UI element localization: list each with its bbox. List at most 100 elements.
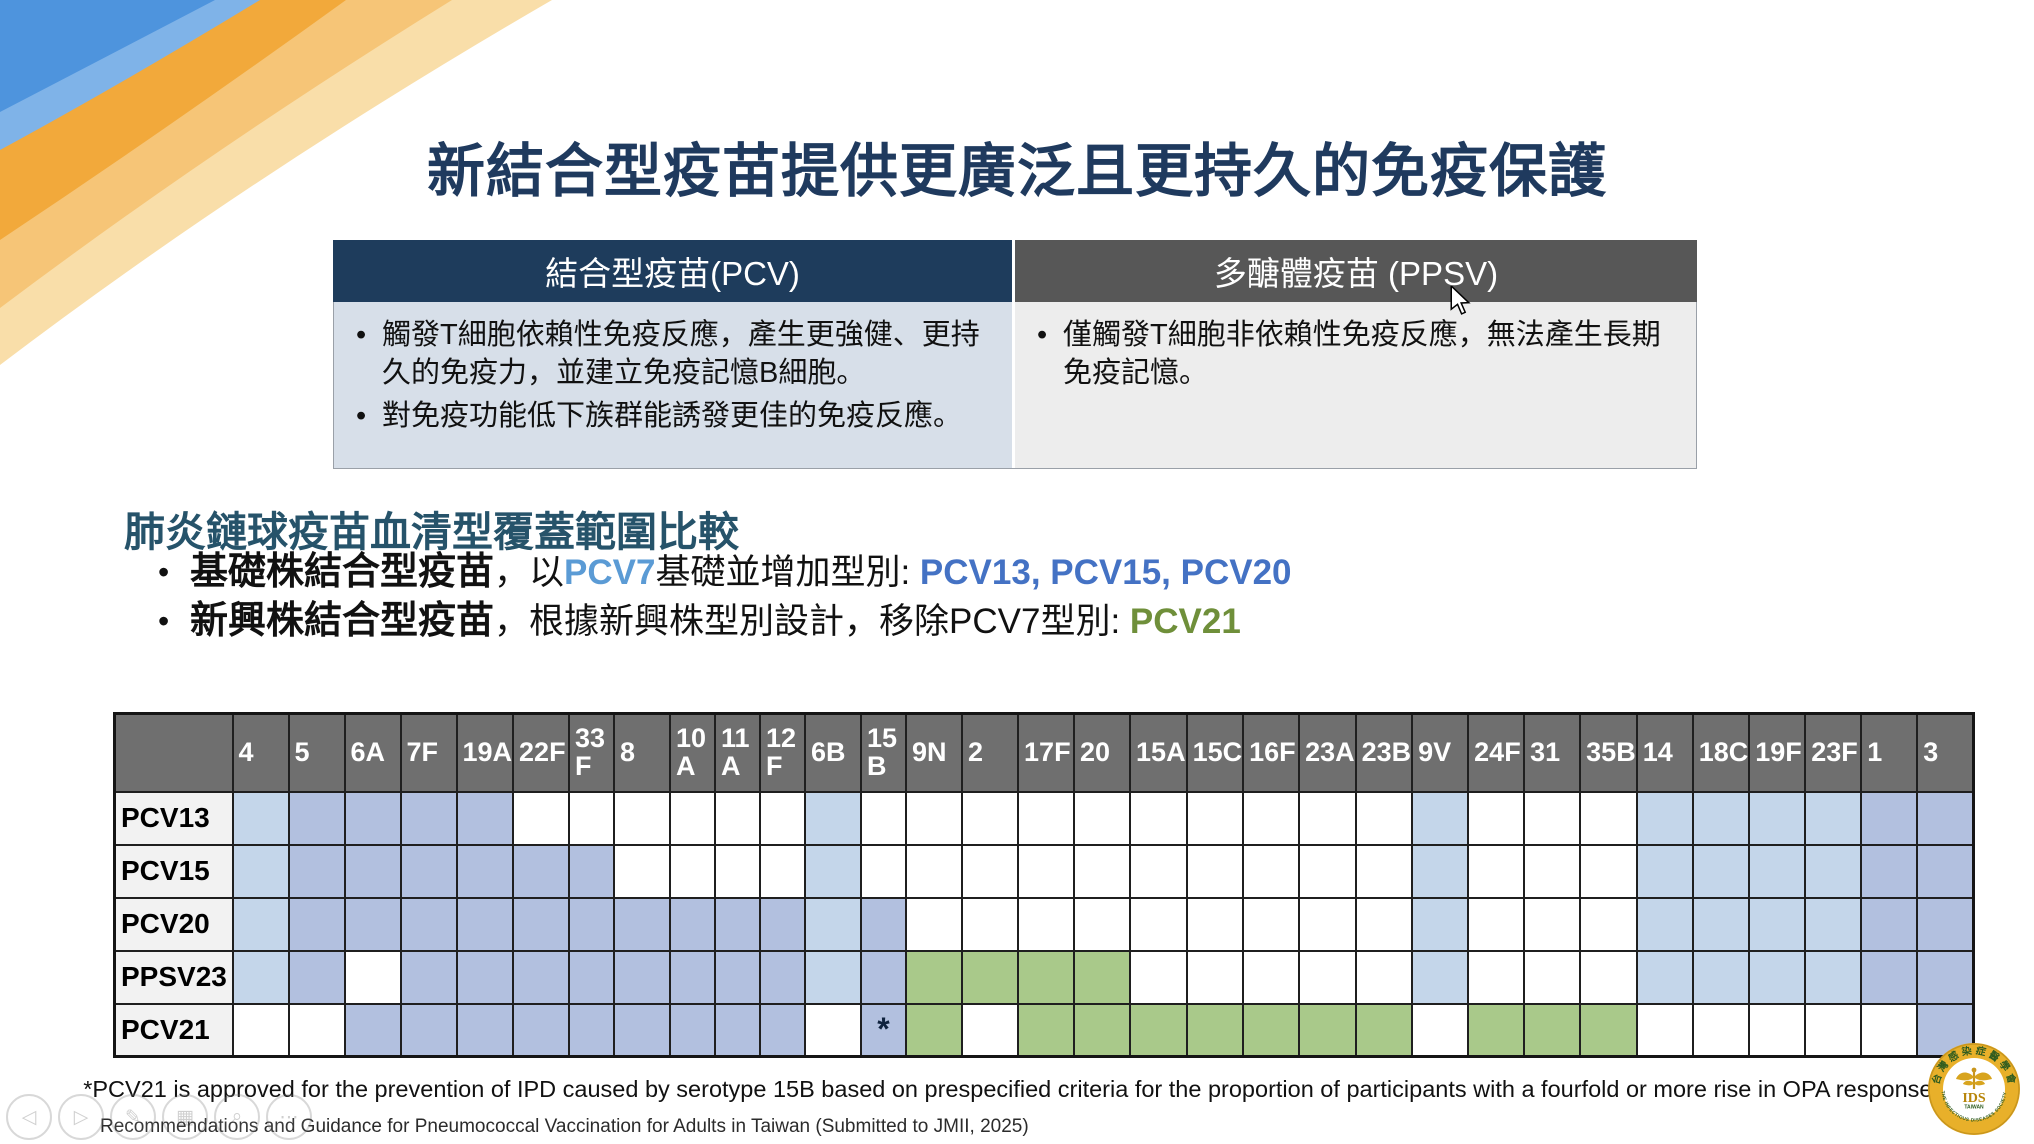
serotype-cell-PCV13-9V [1411,790,1470,846]
serotype-cell-PCV20-1 [1860,896,1919,952]
serotype-cell-PCV15-15B [860,843,908,899]
serotype-cell-PCV20-7F [399,896,458,952]
serotype-cell-PCV20-17F [1017,896,1076,952]
pcv21-highlight: PCV21 [1129,602,1241,641]
serotype-cell-PCV15-17F [1017,843,1076,899]
serotype-column-15A: 15A [1129,712,1188,793]
serotype-column-14: 14 [1635,712,1694,793]
serotype-cell-PCV13-1 [1860,790,1919,846]
serotype-cell-PCV20-10A [669,896,717,952]
ids-taiwan-logo: 台灣感染症醫學會 THE INFECTIOUS DISEASES SOCIETY… [1926,1041,2020,1135]
serotype-cell-PCV15-19F [1748,843,1807,899]
serotype-cell-PCV20-19F [1748,896,1807,952]
serotype-cell-PCV15-9N [905,843,964,899]
serotype-cell-PCV13-8 [613,790,672,846]
serotype-cell-PCV13-31 [1523,790,1582,846]
serotype-cell-PCV13-11A [714,790,762,846]
serotype-cell-PCV20-23B [1354,896,1414,952]
serotype-column-15C: 15C [1185,712,1245,793]
serotype-cell-PCV15-2 [961,843,1020,899]
serotype-cell-PCV13-15B [860,790,908,846]
pen-icon[interactable]: ✎ [110,1094,156,1140]
serotype-cell-PCV13-6A [343,790,402,846]
serotype-column-1: 1 [1860,712,1919,793]
serotype-cell-PPSV23-23A [1298,949,1357,1005]
serotype-cell-PCV15-11A [714,843,762,899]
serotype-cell-PPSV23-11A [714,949,762,1005]
serotype-cell-PCV20-31 [1523,896,1582,952]
serotype-cell-PCV13-10A [669,790,717,846]
serotype-column-12F: 12F [759,712,807,793]
serotype-cell-PCV15-6B [804,843,863,899]
more-options-icon[interactable]: ⋯ [266,1094,312,1140]
serotype-cell-PPSV23-9V [1411,949,1470,1005]
serotype-column-6A: 6A [343,712,402,793]
serotype-cell-PPSV23-7F [399,949,458,1005]
previous-slide-icon[interactable]: ◁ [6,1094,52,1140]
serotype-cell-PCV15-35B [1579,843,1638,899]
pcv7-highlight: PCV7 [564,553,656,592]
serotype-cell-PCV21-20 [1073,1002,1132,1058]
serotype-cell-PCV13-22F [512,790,571,846]
serotype-column-22F: 22F [512,712,571,793]
serotype-cell-PPSV23-15B [860,949,908,1005]
serotype-cell-PCV15-4 [231,843,290,899]
serotype-cell-PCV13-7F [399,790,458,846]
serotype-cell-PCV15-22F [512,843,571,899]
ppsv-description-cell: 僅觸發T細胞非依賴性免疫反應，無法產生長期免疫記憶。 [1015,302,1696,468]
comparison-header-row: 結合型疫苗(PCV) 多醣體疫苗 (PPSV) [333,240,1697,302]
logo-abbr: IDS [1962,1091,1986,1106]
serotype-column-2: 2 [961,712,1020,793]
bullet2-text: ，根據新興株型別設計，移除PCV7型別: [494,602,1130,641]
serotype-cell-PCV13-23B [1354,790,1414,846]
serotype-cell-PPSV23-17F [1017,949,1076,1005]
zoom-icon[interactable]: ⌕ [214,1094,260,1140]
serotype-cell-PPSV23-1 [1860,949,1919,1005]
serotype-cell-PCV13-23F [1804,790,1863,846]
next-slide-icon[interactable]: ▷ [58,1094,104,1140]
serotype-column-23F: 23F [1804,712,1863,793]
serotype-cell-PPSV23-33F [568,949,616,1005]
serotype-cell-PPSV23-8 [613,949,672,1005]
serotype-cell-PCV20-9N [905,896,964,952]
serotype-cell-PCV13-20 [1073,790,1132,846]
serotype-cell-PCV15-8 [613,843,672,899]
serotype-column-23A: 23A [1298,712,1357,793]
footnote: *PCV21 is approved for the prevention of… [83,1076,1951,1102]
vaccine-label: PCV15 [113,843,234,899]
serotype-cell-PCV20-19A [455,896,515,952]
source-citation: Recommendations and Guidance for Pneumoc… [100,1116,1029,1137]
serotype-column-35B: 35B [1579,712,1638,793]
serotype-column-19F: 19F [1748,712,1807,793]
ppsv-header: 多醣體疫苗 (PPSV) [1015,240,1697,302]
bullet1-text2: 基礎並增加型別: [655,553,920,592]
serotype-cell-PCV20-4 [231,896,290,952]
serotype-cell-PCV13-15C [1185,790,1245,846]
serotype-column-11A: 11A [714,712,762,793]
serotype-cell-PCV15-3 [1916,843,1975,899]
serotype-cell-PPSV23-20 [1073,949,1132,1005]
ppsv-bullet-list: 僅觸發T細胞非依賴性免疫反應，無法產生長期免疫記憶。 [1029,316,1676,393]
serotype-cell-PCV13-15A [1129,790,1188,846]
serotype-cell-PCV15-16F [1242,843,1301,899]
serotype-cell-PCV21-10A [669,1002,717,1058]
serotype-cell-PPSV23-3 [1916,949,1975,1005]
serotype-cell-PCV20-2 [961,896,1020,952]
serotype-cell-PCV13-23A [1298,790,1357,846]
serotype-cell-PCV20-5 [287,896,346,952]
serotype-cell-PPSV23-4 [231,949,290,1005]
serotype-cell-PPSV23-6B [804,949,863,1005]
all-slides-icon[interactable]: ▦ [162,1094,208,1140]
logo-sub: TAIWAN [1964,1105,1984,1111]
vaccine-row-PCV13: PCV13 [113,790,1975,846]
serotype-cell-PPSV23-35B [1579,949,1638,1005]
serotype-cell-PPSV23-19F [1748,949,1807,1005]
serotype-cell-PCV20-12F [759,896,807,952]
serotype-corner-cell [113,712,234,793]
serotype-cell-PPSV23-22F [512,949,571,1005]
serotype-cell-PCV21-31 [1523,1002,1582,1058]
serotype-cell-PCV13-3 [1916,790,1975,846]
serotype-cell-PCV13-6B [804,790,863,846]
serotype-cell-PCV21-22F [512,1002,571,1058]
